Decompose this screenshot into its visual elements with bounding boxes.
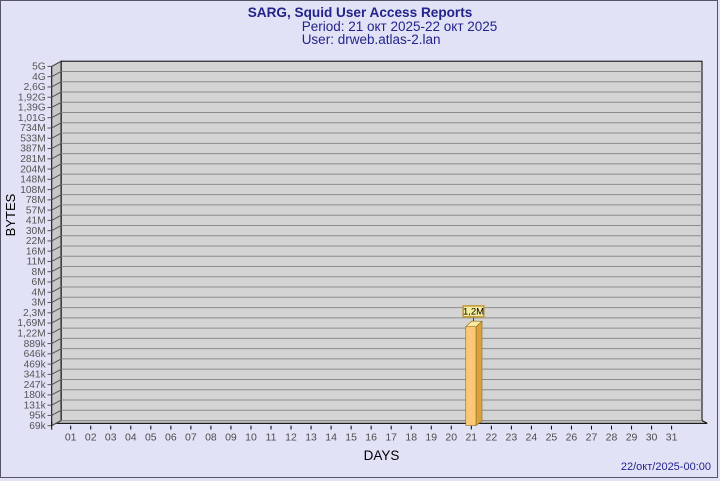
svg-text:30: 30 <box>646 432 658 444</box>
svg-text:15: 15 <box>345 432 357 444</box>
svg-text:14: 14 <box>325 432 337 444</box>
svg-text:31: 31 <box>666 432 678 444</box>
svg-text:08: 08 <box>205 432 217 444</box>
svg-text:13: 13 <box>305 432 317 444</box>
svg-text:23: 23 <box>506 432 518 444</box>
svg-text:11: 11 <box>266 432 277 444</box>
svg-text:07: 07 <box>185 432 197 444</box>
svg-text:1,2M: 1,2M <box>463 306 484 317</box>
svg-text:01: 01 <box>65 432 77 444</box>
svg-text:20: 20 <box>445 432 457 444</box>
svg-text:29: 29 <box>626 432 638 444</box>
svg-text:10: 10 <box>245 432 257 444</box>
svg-text:02: 02 <box>85 432 97 444</box>
svg-text:26: 26 <box>566 432 578 444</box>
svg-text:24: 24 <box>526 432 538 444</box>
svg-text:21: 21 <box>465 432 477 444</box>
svg-text:28: 28 <box>606 432 618 444</box>
svg-text:09: 09 <box>225 432 237 444</box>
svg-text:19: 19 <box>425 432 437 444</box>
svg-text:05: 05 <box>145 432 157 444</box>
svg-text:18: 18 <box>405 432 417 444</box>
svg-text:06: 06 <box>165 432 177 444</box>
svg-text:27: 27 <box>586 432 598 444</box>
svg-text:03: 03 <box>105 432 117 444</box>
svg-text:22: 22 <box>485 432 497 444</box>
svg-text:16: 16 <box>365 432 377 444</box>
svg-text:04: 04 <box>125 432 137 444</box>
svg-text:25: 25 <box>546 432 558 444</box>
svg-text:17: 17 <box>385 432 397 444</box>
svg-text:69k: 69k <box>29 421 46 432</box>
svg-text:12: 12 <box>285 432 297 444</box>
